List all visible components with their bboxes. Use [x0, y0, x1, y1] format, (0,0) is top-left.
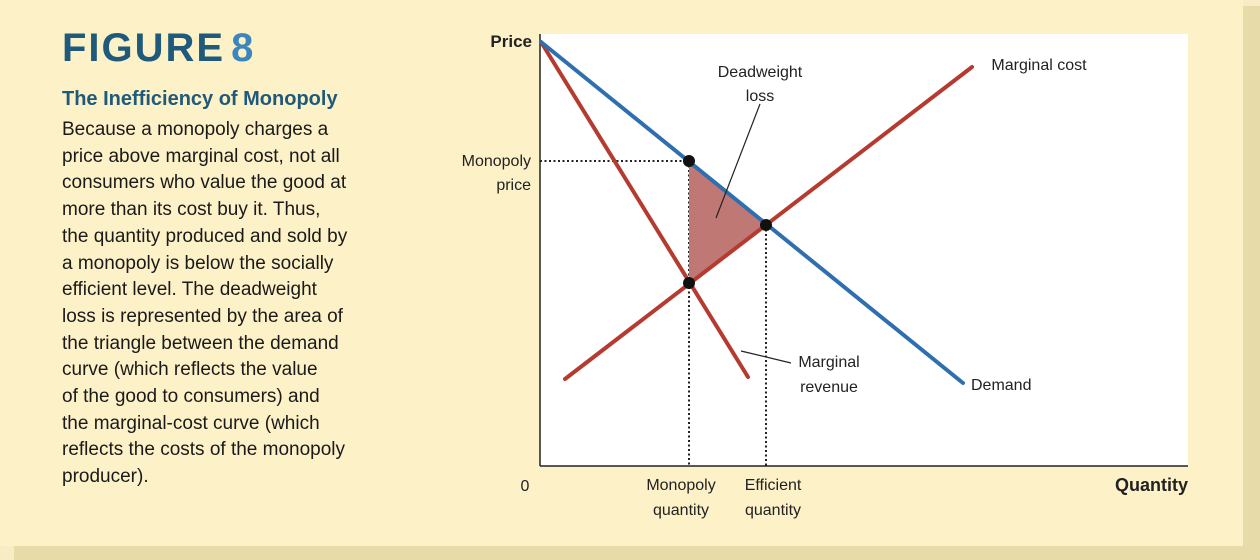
figure-caption: Because a monopoly charges a price above… — [62, 119, 348, 488]
panel-shadow-right — [1243, 6, 1260, 560]
plot-background — [540, 34, 1188, 466]
marginal-revenue-label-line1: Marginal — [798, 354, 859, 371]
marginal-revenue-curve — [539, 40, 750, 379]
marginal-revenue-leader — [740, 350, 792, 364]
panel-shadow-bottom — [14, 546, 1260, 560]
figure-number: 8 — [231, 26, 256, 70]
demand-curve — [539, 40, 965, 385]
efficient-quantity-label-line2: quantity — [745, 502, 801, 519]
efficient-quantity-label-line1: Efficient — [745, 477, 802, 494]
monopoly-price-point — [683, 155, 695, 167]
figure-label: FIGURE — [62, 26, 226, 70]
monopoly-quantity-label-line1: Monopoly — [646, 477, 715, 494]
deadweight-loss-area — [689, 161, 766, 283]
deadweight-loss-leader — [715, 103, 761, 219]
monopoly-diagram: Price Quantity 0 Monopoly price Monopoly… — [462, 32, 1188, 519]
deadweight-loss-label-line1: Deadweight — [718, 64, 803, 81]
efficient-point — [760, 219, 772, 231]
x-axis-label: Quantity — [1115, 475, 1188, 495]
figure-title: FIGURE 8 — [62, 26, 255, 71]
marginal-cost-label: Marginal cost — [991, 57, 1087, 74]
monopoly-mc-point — [683, 277, 695, 289]
origin-label: 0 — [521, 478, 530, 495]
marginal-revenue-label-line2: revenue — [800, 379, 858, 396]
monopoly-price-label-line2: price — [496, 177, 531, 194]
deadweight-loss-label-line2: loss — [746, 88, 774, 105]
monopoly-quantity-label-line2: quantity — [653, 502, 709, 519]
y-axis-label: Price — [490, 32, 532, 51]
monopoly-price-label-line1: Monopoly — [462, 153, 531, 170]
demand-label: Demand — [971, 377, 1031, 394]
figure-subtitle: The Inefficiency of Monopoly — [62, 88, 338, 110]
